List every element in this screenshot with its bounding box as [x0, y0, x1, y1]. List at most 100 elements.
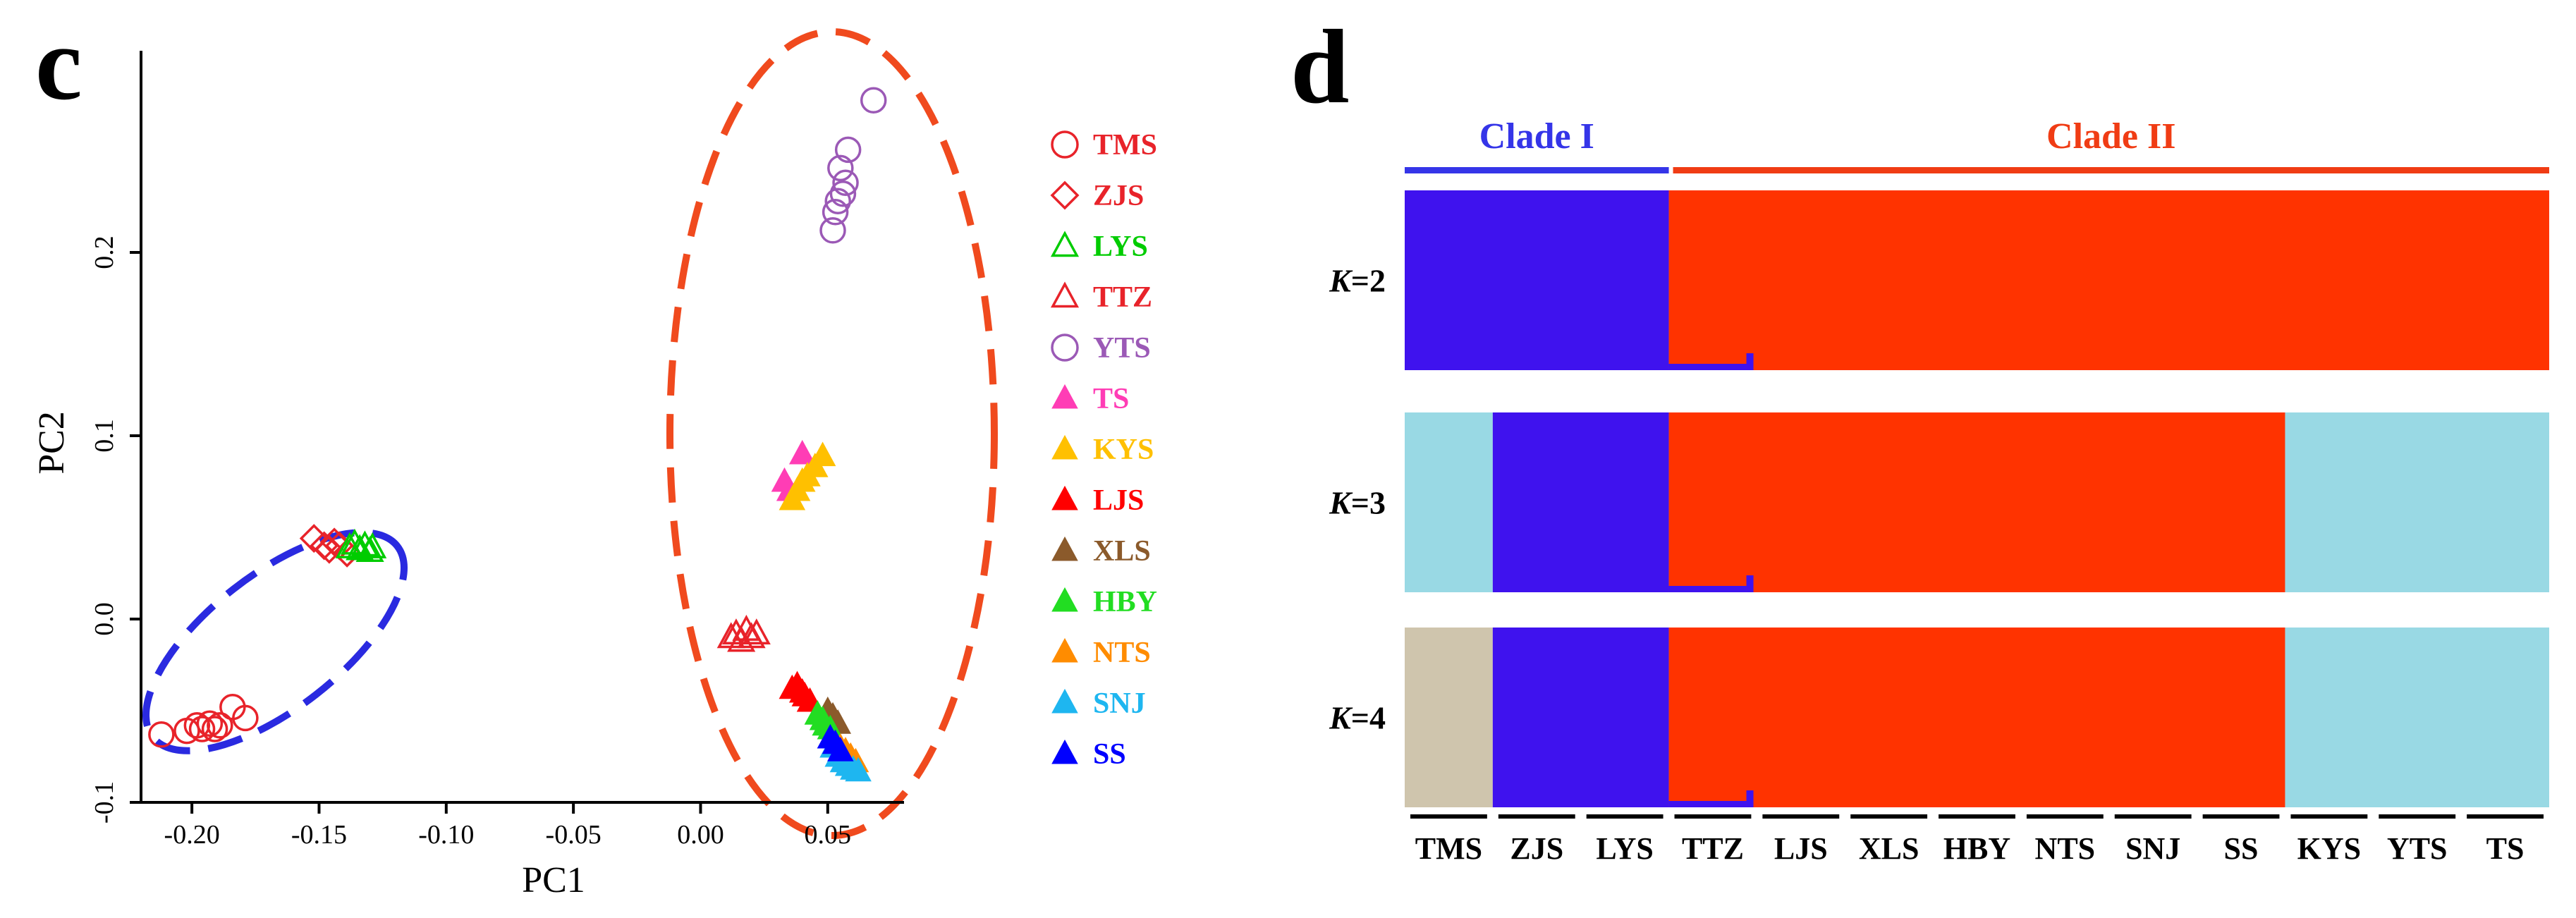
data-point: [737, 622, 766, 649]
x-tick-label: 0.05: [805, 820, 852, 850]
legend-label: ZJS: [1093, 180, 1144, 212]
data-point: [148, 721, 175, 748]
legend-item: LJS: [1051, 484, 1144, 517]
population-label: NTS: [2035, 831, 2096, 866]
legend-item: TS: [1051, 383, 1129, 415]
legend-item: LYS: [1050, 231, 1148, 263]
legend-symbol: [1051, 434, 1078, 460]
data-point: [742, 618, 771, 645]
legend-label: HBY: [1093, 586, 1157, 618]
y-ticks: -0.1 0.0 0.1 0.2: [90, 235, 141, 824]
data-point: [207, 712, 233, 739]
data-point: [845, 757, 872, 782]
legend-label: SNJ: [1093, 687, 1146, 720]
legend-symbol: [1051, 485, 1078, 510]
x-tick-label: -0.10: [418, 820, 474, 850]
y-tick-label: 0.2: [90, 235, 119, 269]
series-ljs: [779, 671, 824, 712]
ancestry-segment: [2285, 412, 2549, 592]
clade-bracket-line: [1405, 167, 1669, 173]
structure-row: K=3: [1329, 412, 2549, 592]
series-ttz: [716, 614, 771, 652]
clade-bracket-line: [1673, 167, 2549, 173]
population-label: XLS: [1859, 831, 1919, 866]
data-point: [315, 534, 344, 564]
series-kys: [779, 441, 836, 510]
x-axis-label: PC1: [522, 860, 585, 900]
legend-label: TMS: [1093, 129, 1157, 161]
population-underline: [1939, 814, 2015, 819]
data-point: [827, 154, 854, 182]
k-row-label: K=3: [1329, 485, 1386, 521]
admixture-fleck: [1746, 575, 1754, 592]
legend-item: TMS: [1051, 129, 1157, 161]
population-label: KYS: [2297, 831, 2361, 866]
clade-2-ellipse: [666, 28, 998, 839]
admixture-fleck: [1746, 353, 1754, 370]
data-point: [860, 87, 887, 114]
y-axis-label: PC2: [32, 411, 72, 475]
legend-symbol: [1050, 281, 1080, 308]
legend-label: KYS: [1093, 434, 1154, 466]
legend-item: HBY: [1051, 586, 1157, 618]
data-point: [834, 136, 862, 164]
population-underline: [1498, 814, 1575, 819]
population-label: LYS: [1596, 831, 1654, 866]
y-tick-label: -0.1: [90, 781, 119, 824]
series-yts: [819, 87, 887, 244]
x-tick-label: -0.15: [291, 820, 347, 850]
admixture-fleck: [1668, 364, 1747, 370]
population-underline: [1762, 814, 1840, 819]
y-tick-label: 0.1: [90, 419, 119, 453]
legend-item: TTZ: [1050, 281, 1152, 314]
scatter-points: [148, 87, 887, 782]
panel-c-letter: c: [35, 5, 83, 122]
legend-symbol: [1050, 231, 1080, 257]
structure-row: K=4: [1329, 628, 2549, 807]
clade-labels: Clade I Clade II: [1405, 116, 2549, 173]
data-point: [822, 199, 849, 226]
legend-item: ZJS: [1050, 180, 1144, 212]
ancestry-segment: [1668, 412, 2285, 592]
legend-symbol: [1050, 180, 1080, 210]
y-tick-label: 0.0: [90, 602, 119, 636]
x-ticks: -0.20 -0.15 -0.10 -0.05 0.00 0.05: [164, 802, 851, 850]
population-underline: [2290, 814, 2368, 819]
structure-row: K=2: [1329, 190, 2549, 370]
legend-label: XLS: [1093, 535, 1151, 568]
ancestry-segment: [1668, 628, 2285, 807]
ancestry-segment: [1492, 628, 1669, 807]
admixture-fleck: [1668, 801, 1747, 807]
population-underline: [2026, 814, 2104, 819]
data-point: [232, 704, 259, 732]
legend-label: LJS: [1093, 484, 1144, 517]
population-label: SNJ: [2125, 831, 2180, 866]
legend-symbol: [1051, 587, 1078, 612]
population-underline: [2202, 814, 2280, 819]
legend-label: YTS: [1093, 332, 1151, 365]
population-label: ZJS: [1510, 831, 1563, 866]
legend-symbol: [1051, 637, 1078, 663]
legend-label: TS: [1093, 383, 1129, 415]
ancestry-segment: [1492, 412, 1669, 592]
population-label: LJS: [1774, 831, 1828, 866]
legend-item: YTS: [1051, 332, 1151, 365]
admixture-fleck: [1746, 790, 1754, 807]
clade-1-ellipse: [142, 529, 408, 754]
legend-item: SNJ: [1051, 687, 1146, 720]
ancestry-segment: [1668, 190, 2549, 370]
legend-symbol: [1051, 333, 1079, 362]
panel-c-pca-scatter: c -0.20 -0.15 -0.10 -0.05 0.00 0.05 -0.1 0.0 0.…: [32, 5, 1157, 900]
population-underline: [1586, 814, 1664, 819]
data-point: [196, 710, 224, 737]
population-underline: [1410, 814, 1487, 819]
data-point: [827, 737, 854, 761]
legend: TMS ZJS LYS TTZ YTS TS KYS LJS XLS HBY NTS SNJ SS: [1050, 129, 1157, 771]
population-underline: [1850, 814, 1928, 819]
population-label: TS: [2486, 831, 2525, 866]
data-point: [832, 169, 859, 196]
data-point: [829, 180, 857, 207]
legend-symbol: [1051, 130, 1079, 159]
data-point: [824, 188, 851, 214]
